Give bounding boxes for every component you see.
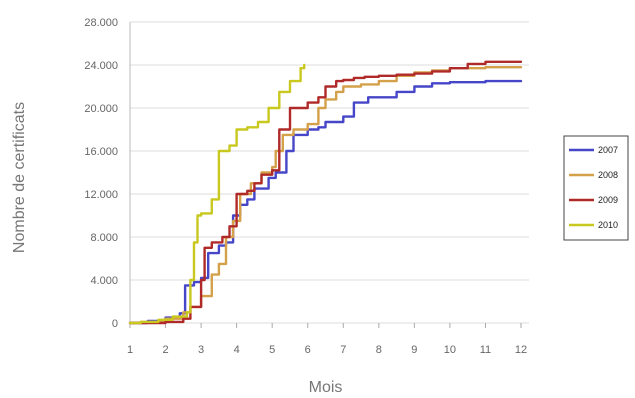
x-axis-ticks: 1 2 3 4 5 6 7 8 9 10 11 12 xyxy=(127,323,527,356)
x-tick-label: 3 xyxy=(198,344,204,356)
y-tick-label: 16.000 xyxy=(84,146,118,158)
y-tick-label: 4.000 xyxy=(90,275,118,287)
series-line-2009 xyxy=(128,60,523,325)
series-line-2010 xyxy=(128,63,306,325)
y-axis-title: Nombre de certificats xyxy=(11,102,28,253)
legend-label-2007: 2007 xyxy=(598,145,618,155)
x-tick-label: 8 xyxy=(376,344,382,356)
y-tick-label: 0 xyxy=(112,318,118,330)
x-tick-label: 4 xyxy=(234,344,240,356)
x-tick-label: 2 xyxy=(162,344,168,356)
y-tick-label: 28.000 xyxy=(84,17,118,29)
y-axis-ticks: 0 4.000 8.000 12.000 16.000 20.000 24.000 28.00… xyxy=(84,17,118,330)
x-tick-label: 11 xyxy=(480,344,491,356)
series-lines xyxy=(128,60,523,325)
x-tick-label: 10 xyxy=(444,344,456,356)
x-tick-label: 5 xyxy=(269,344,275,356)
legend-label-2009: 2009 xyxy=(598,195,618,205)
x-tick-label: 9 xyxy=(411,344,417,356)
series-line-2007 xyxy=(128,79,523,325)
legend-box xyxy=(563,135,629,241)
legend: 2007 2008 2009 2010 xyxy=(563,135,629,241)
x-axis-title: Mois xyxy=(309,379,343,396)
y-tick-label: 8.000 xyxy=(90,232,118,244)
y-tick-label: 24.000 xyxy=(84,60,118,72)
legend-label-2010: 2010 xyxy=(598,220,618,230)
x-tick-label: 12 xyxy=(515,344,527,356)
x-tick-label: 1 xyxy=(127,344,133,356)
y-tick-label: 20.000 xyxy=(84,103,118,115)
legend-label-2008: 2008 xyxy=(598,170,618,180)
x-tick-label: 6 xyxy=(305,344,311,356)
y-tick-label: 12.000 xyxy=(84,189,118,201)
x-tick-label: 7 xyxy=(340,344,346,356)
legend-items: 2007 2008 2009 2010 xyxy=(569,145,618,230)
